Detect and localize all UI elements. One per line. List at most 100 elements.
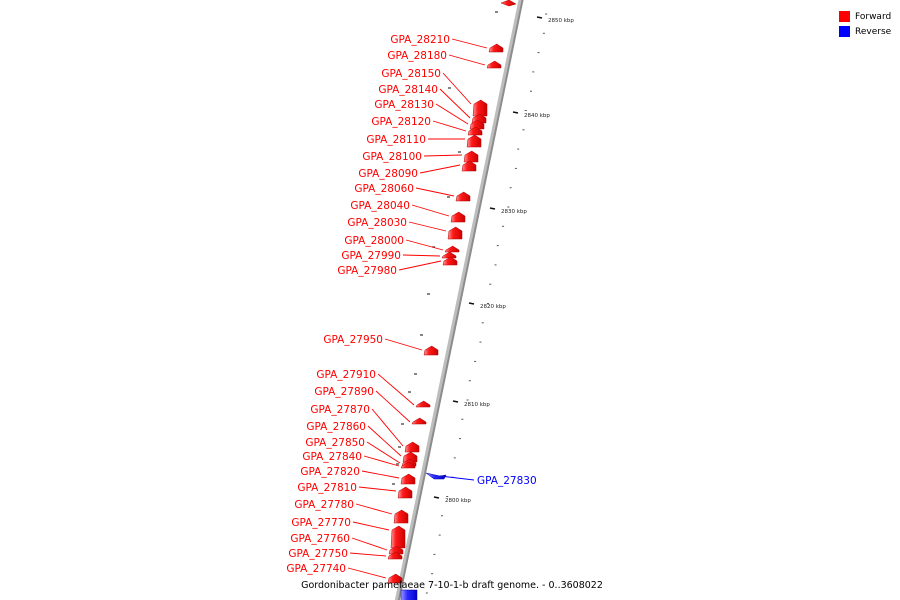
gene-feature-gpa-28180[interactable]	[486, 60, 502, 69]
gene-label[interactable]: GPA_28100	[362, 151, 422, 163]
tick-label: 2850 kbp	[548, 18, 574, 24]
gene-label[interactable]: GPA_27770	[291, 517, 351, 529]
gene-feature-gpa-28040[interactable]	[450, 211, 466, 223]
gene-label[interactable]: GPA_28210	[390, 34, 450, 46]
gene-label[interactable]: GPA_28110	[366, 134, 426, 146]
legend-reverse: Reverse	[839, 24, 891, 39]
backbone-line	[394, 0, 522, 600]
leader-line	[349, 552, 387, 557]
leader-line	[405, 239, 444, 251]
gene-feature-gpa-28120[interactable]	[467, 126, 483, 136]
gene-feature-gpa-27820[interactable]	[400, 473, 416, 485]
leader-line	[408, 221, 447, 232]
tick-label: 2840 kbp	[524, 113, 550, 119]
gene-label[interactable]: GPA_27830	[477, 475, 537, 487]
leader-line	[355, 503, 393, 515]
legend-forward: Forward	[839, 9, 891, 24]
gene-feature-cutoff[interactable]	[500, 0, 517, 7]
gene-label[interactable]: GPA_28120	[371, 116, 431, 128]
gene-feature-gpa-27870[interactable]	[404, 441, 420, 453]
leader-line	[448, 54, 486, 66]
leader-line	[442, 72, 472, 105]
gene-label[interactable]: GPA_27850	[305, 437, 365, 449]
gene-feature-gpa-27810[interactable]	[397, 486, 413, 499]
tick-label: 2800 kbp	[445, 498, 471, 504]
gene-feature-gpa-27760[interactable]	[388, 545, 404, 555]
tick-label: 2830 kbp	[501, 209, 527, 215]
tick-label: 2820 kbp	[480, 304, 506, 310]
gene-feature-gpa-27830[interactable]	[425, 472, 447, 480]
leader-line	[377, 373, 415, 406]
gene-label[interactable]: GPA_27910	[316, 369, 376, 381]
gene-label[interactable]: GPA_27760	[290, 533, 350, 545]
leader-line	[363, 455, 400, 467]
gene-label[interactable]: GPA_28030	[347, 217, 407, 229]
leader-line	[398, 260, 442, 271]
gene-label[interactable]: GPA_27950	[323, 334, 383, 346]
gene-label[interactable]: GPA_28140	[378, 84, 438, 96]
gene-label[interactable]: GPA_28040	[350, 200, 410, 212]
leader-line	[351, 537, 388, 551]
gene-label[interactable]: GPA_27870	[310, 404, 370, 416]
leader-line	[451, 38, 488, 49]
gene-feature-gpa-28100[interactable]	[463, 150, 479, 163]
leader-line	[352, 521, 390, 531]
gene-feature-gpa-27910[interactable]	[415, 400, 431, 408]
gene-label[interactable]: GPA_27890	[314, 386, 374, 398]
gene-feature-gpa-27780[interactable]	[393, 509, 409, 524]
genome-caption: Gordonibacter pamelaeae 7-10-1-b draft g…	[301, 580, 603, 591]
gene-feature-gpa-27980[interactable]	[442, 256, 458, 266]
gene-label[interactable]: GPA_27780	[294, 499, 354, 511]
leader-line	[402, 254, 441, 257]
gene-feature-gpa-27890[interactable]	[411, 417, 427, 425]
leader-line	[347, 567, 387, 579]
gene-feature-gpa-28130[interactable]	[469, 119, 485, 130]
gene-feature-gpa-28210[interactable]	[488, 43, 504, 53]
leader-line	[411, 204, 450, 217]
gene-label[interactable]: GPA_27810	[297, 482, 357, 494]
gene-feature-cutoff[interactable]	[400, 589, 418, 600]
gene-label[interactable]: GPA_28060	[354, 183, 414, 195]
legend: Forward Reverse	[839, 9, 891, 39]
leader-line	[415, 187, 455, 197]
leader-line	[432, 120, 467, 132]
tick-label: 2810 kbp	[464, 402, 490, 408]
gene-label[interactable]: GPA_27980	[337, 265, 397, 277]
leader-line	[358, 486, 397, 492]
gene-feature-gpa-27740[interactable]	[387, 573, 403, 584]
gene-label[interactable]: GPA_27740	[286, 563, 346, 575]
gene-label[interactable]: GPA_27820	[300, 466, 360, 478]
leader-line	[439, 88, 471, 119]
gene-label[interactable]: GPA_27990	[341, 250, 401, 262]
leader-line	[367, 425, 402, 457]
gene-label[interactable]: GPA_28090	[358, 168, 418, 180]
gene-label[interactable]: GPA_28180	[387, 50, 447, 62]
gene-feature-gpa-28150[interactable]	[472, 99, 488, 117]
major-tick	[452, 400, 459, 403]
major-tick	[433, 496, 440, 499]
gene-feature-gpa-28060[interactable]	[455, 191, 471, 202]
gene-label[interactable]: GPA_28150	[381, 68, 441, 80]
gene-label[interactable]: GPA_27750	[288, 548, 348, 560]
gene-feature-gpa-27990[interactable]	[441, 251, 457, 259]
leader-line	[439, 475, 475, 481]
gene-feature-gpa-27950[interactable]	[423, 345, 439, 356]
gene-label[interactable]: GPA_28000	[344, 235, 404, 247]
gene-feature-gpa-27770[interactable]	[390, 525, 406, 549]
gene-feature-gpa-28140[interactable]	[471, 113, 487, 124]
legend-reverse-label: Reverse	[855, 26, 892, 37]
gene-feature-gpa-28110[interactable]	[466, 134, 482, 148]
leader-line	[384, 338, 423, 351]
leader-line	[371, 408, 404, 447]
major-tick	[512, 111, 519, 114]
gene-label[interactable]: GPA_27860	[306, 421, 366, 433]
gene-feature-gpa-28030[interactable]	[447, 226, 463, 240]
reverse-swatch	[839, 26, 850, 37]
gene-feature-gpa-27840[interactable]	[400, 461, 416, 469]
gene-label[interactable]: GPA_28130	[374, 99, 434, 111]
gene-feature-gpa-27750[interactable]	[387, 551, 403, 560]
gene-feature-gpa-28000[interactable]	[444, 245, 460, 253]
gene-label[interactable]: GPA_27840	[302, 451, 362, 463]
gene-feature-gpa-28090[interactable]	[461, 160, 477, 172]
forward-swatch	[839, 11, 850, 22]
